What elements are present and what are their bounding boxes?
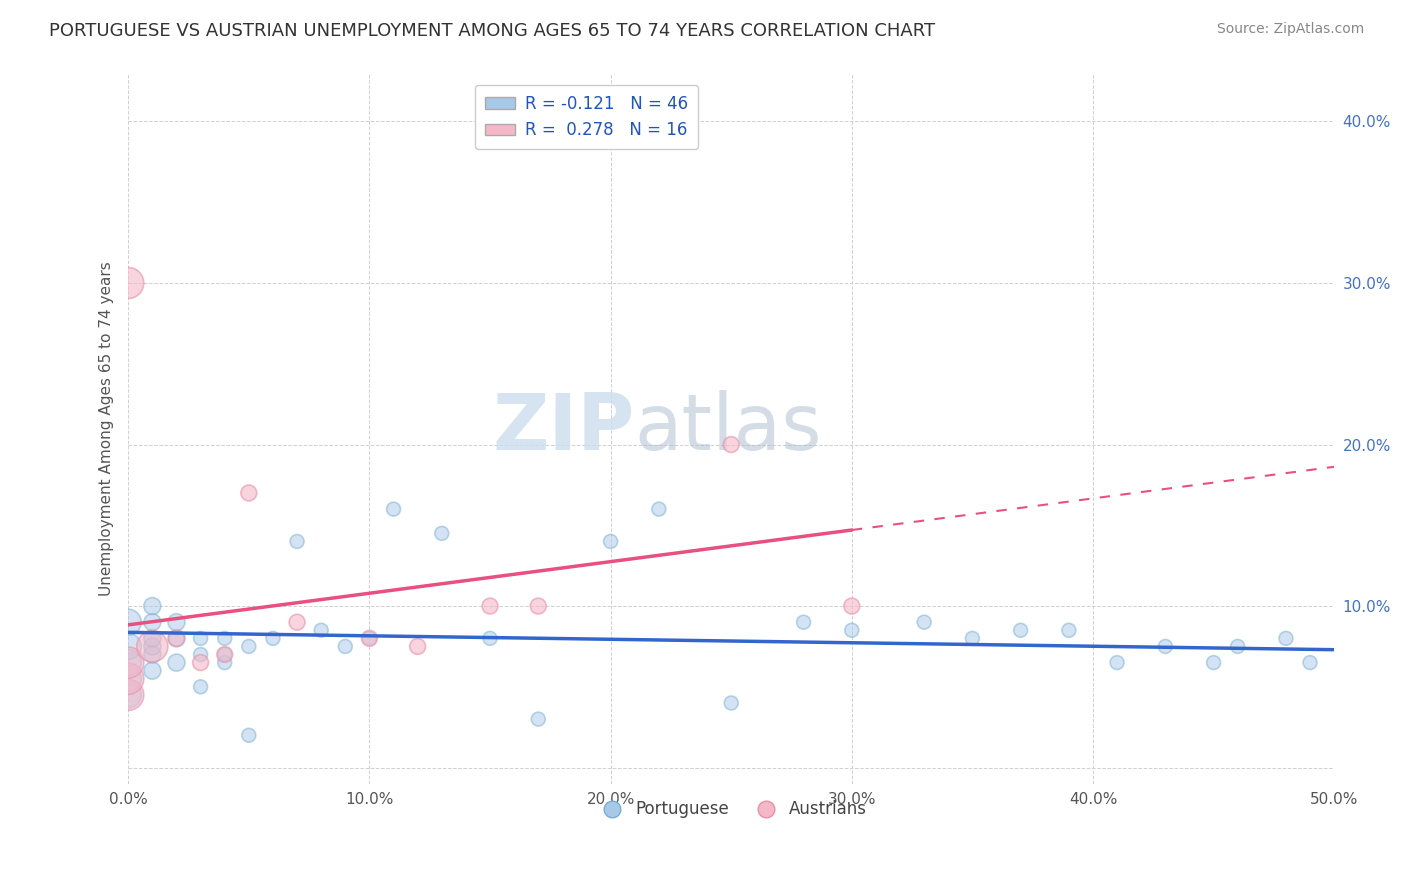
Point — [238, 486, 260, 500]
Point — [214, 648, 236, 662]
Point — [479, 632, 502, 646]
Point — [238, 728, 260, 742]
Point — [117, 688, 139, 702]
Point — [648, 502, 671, 516]
Point — [190, 632, 212, 646]
Point — [382, 502, 405, 516]
Text: atlas: atlas — [634, 391, 823, 467]
Point — [190, 648, 212, 662]
Point — [479, 599, 502, 613]
Point — [117, 640, 139, 654]
Point — [285, 534, 308, 549]
Point — [214, 656, 236, 670]
Point — [117, 672, 139, 686]
Point — [912, 615, 935, 630]
Point — [793, 615, 815, 630]
Point — [141, 664, 163, 678]
Point — [359, 632, 381, 646]
Point — [841, 599, 863, 613]
Point — [117, 615, 139, 630]
Point — [309, 624, 332, 638]
Point — [1275, 632, 1298, 646]
Text: Source: ZipAtlas.com: Source: ZipAtlas.com — [1216, 22, 1364, 37]
Point — [190, 680, 212, 694]
Point — [359, 632, 381, 646]
Point — [1057, 624, 1080, 638]
Point — [141, 640, 163, 654]
Point — [527, 712, 550, 726]
Point — [262, 632, 284, 646]
Point — [166, 615, 188, 630]
Point — [238, 640, 260, 654]
Point — [1202, 656, 1225, 670]
Point — [190, 656, 212, 670]
Point — [720, 437, 742, 451]
Point — [166, 632, 188, 646]
Point — [335, 640, 357, 654]
Point — [406, 640, 429, 654]
Point — [117, 688, 139, 702]
Point — [285, 615, 308, 630]
Point — [1299, 656, 1322, 670]
Text: ZIP: ZIP — [492, 391, 634, 467]
Point — [117, 672, 139, 686]
Point — [117, 276, 139, 290]
Point — [141, 648, 163, 662]
Point — [166, 656, 188, 670]
Point — [1154, 640, 1177, 654]
Point — [1010, 624, 1032, 638]
Point — [166, 632, 188, 646]
Point — [962, 632, 984, 646]
Point — [214, 648, 236, 662]
Y-axis label: Unemployment Among Ages 65 to 74 years: Unemployment Among Ages 65 to 74 years — [100, 261, 114, 596]
Point — [430, 526, 453, 541]
Point — [141, 640, 163, 654]
Point — [214, 632, 236, 646]
Point — [117, 656, 139, 670]
Point — [141, 599, 163, 613]
Point — [141, 632, 163, 646]
Point — [141, 615, 163, 630]
Legend: Portuguese, Austrians: Portuguese, Austrians — [589, 794, 873, 825]
Point — [841, 624, 863, 638]
Point — [1226, 640, 1249, 654]
Text: PORTUGUESE VS AUSTRIAN UNEMPLOYMENT AMONG AGES 65 TO 74 YEARS CORRELATION CHART: PORTUGUESE VS AUSTRIAN UNEMPLOYMENT AMON… — [49, 22, 935, 40]
Point — [599, 534, 621, 549]
Point — [117, 656, 139, 670]
Point — [720, 696, 742, 710]
Point — [527, 599, 550, 613]
Point — [1107, 656, 1129, 670]
